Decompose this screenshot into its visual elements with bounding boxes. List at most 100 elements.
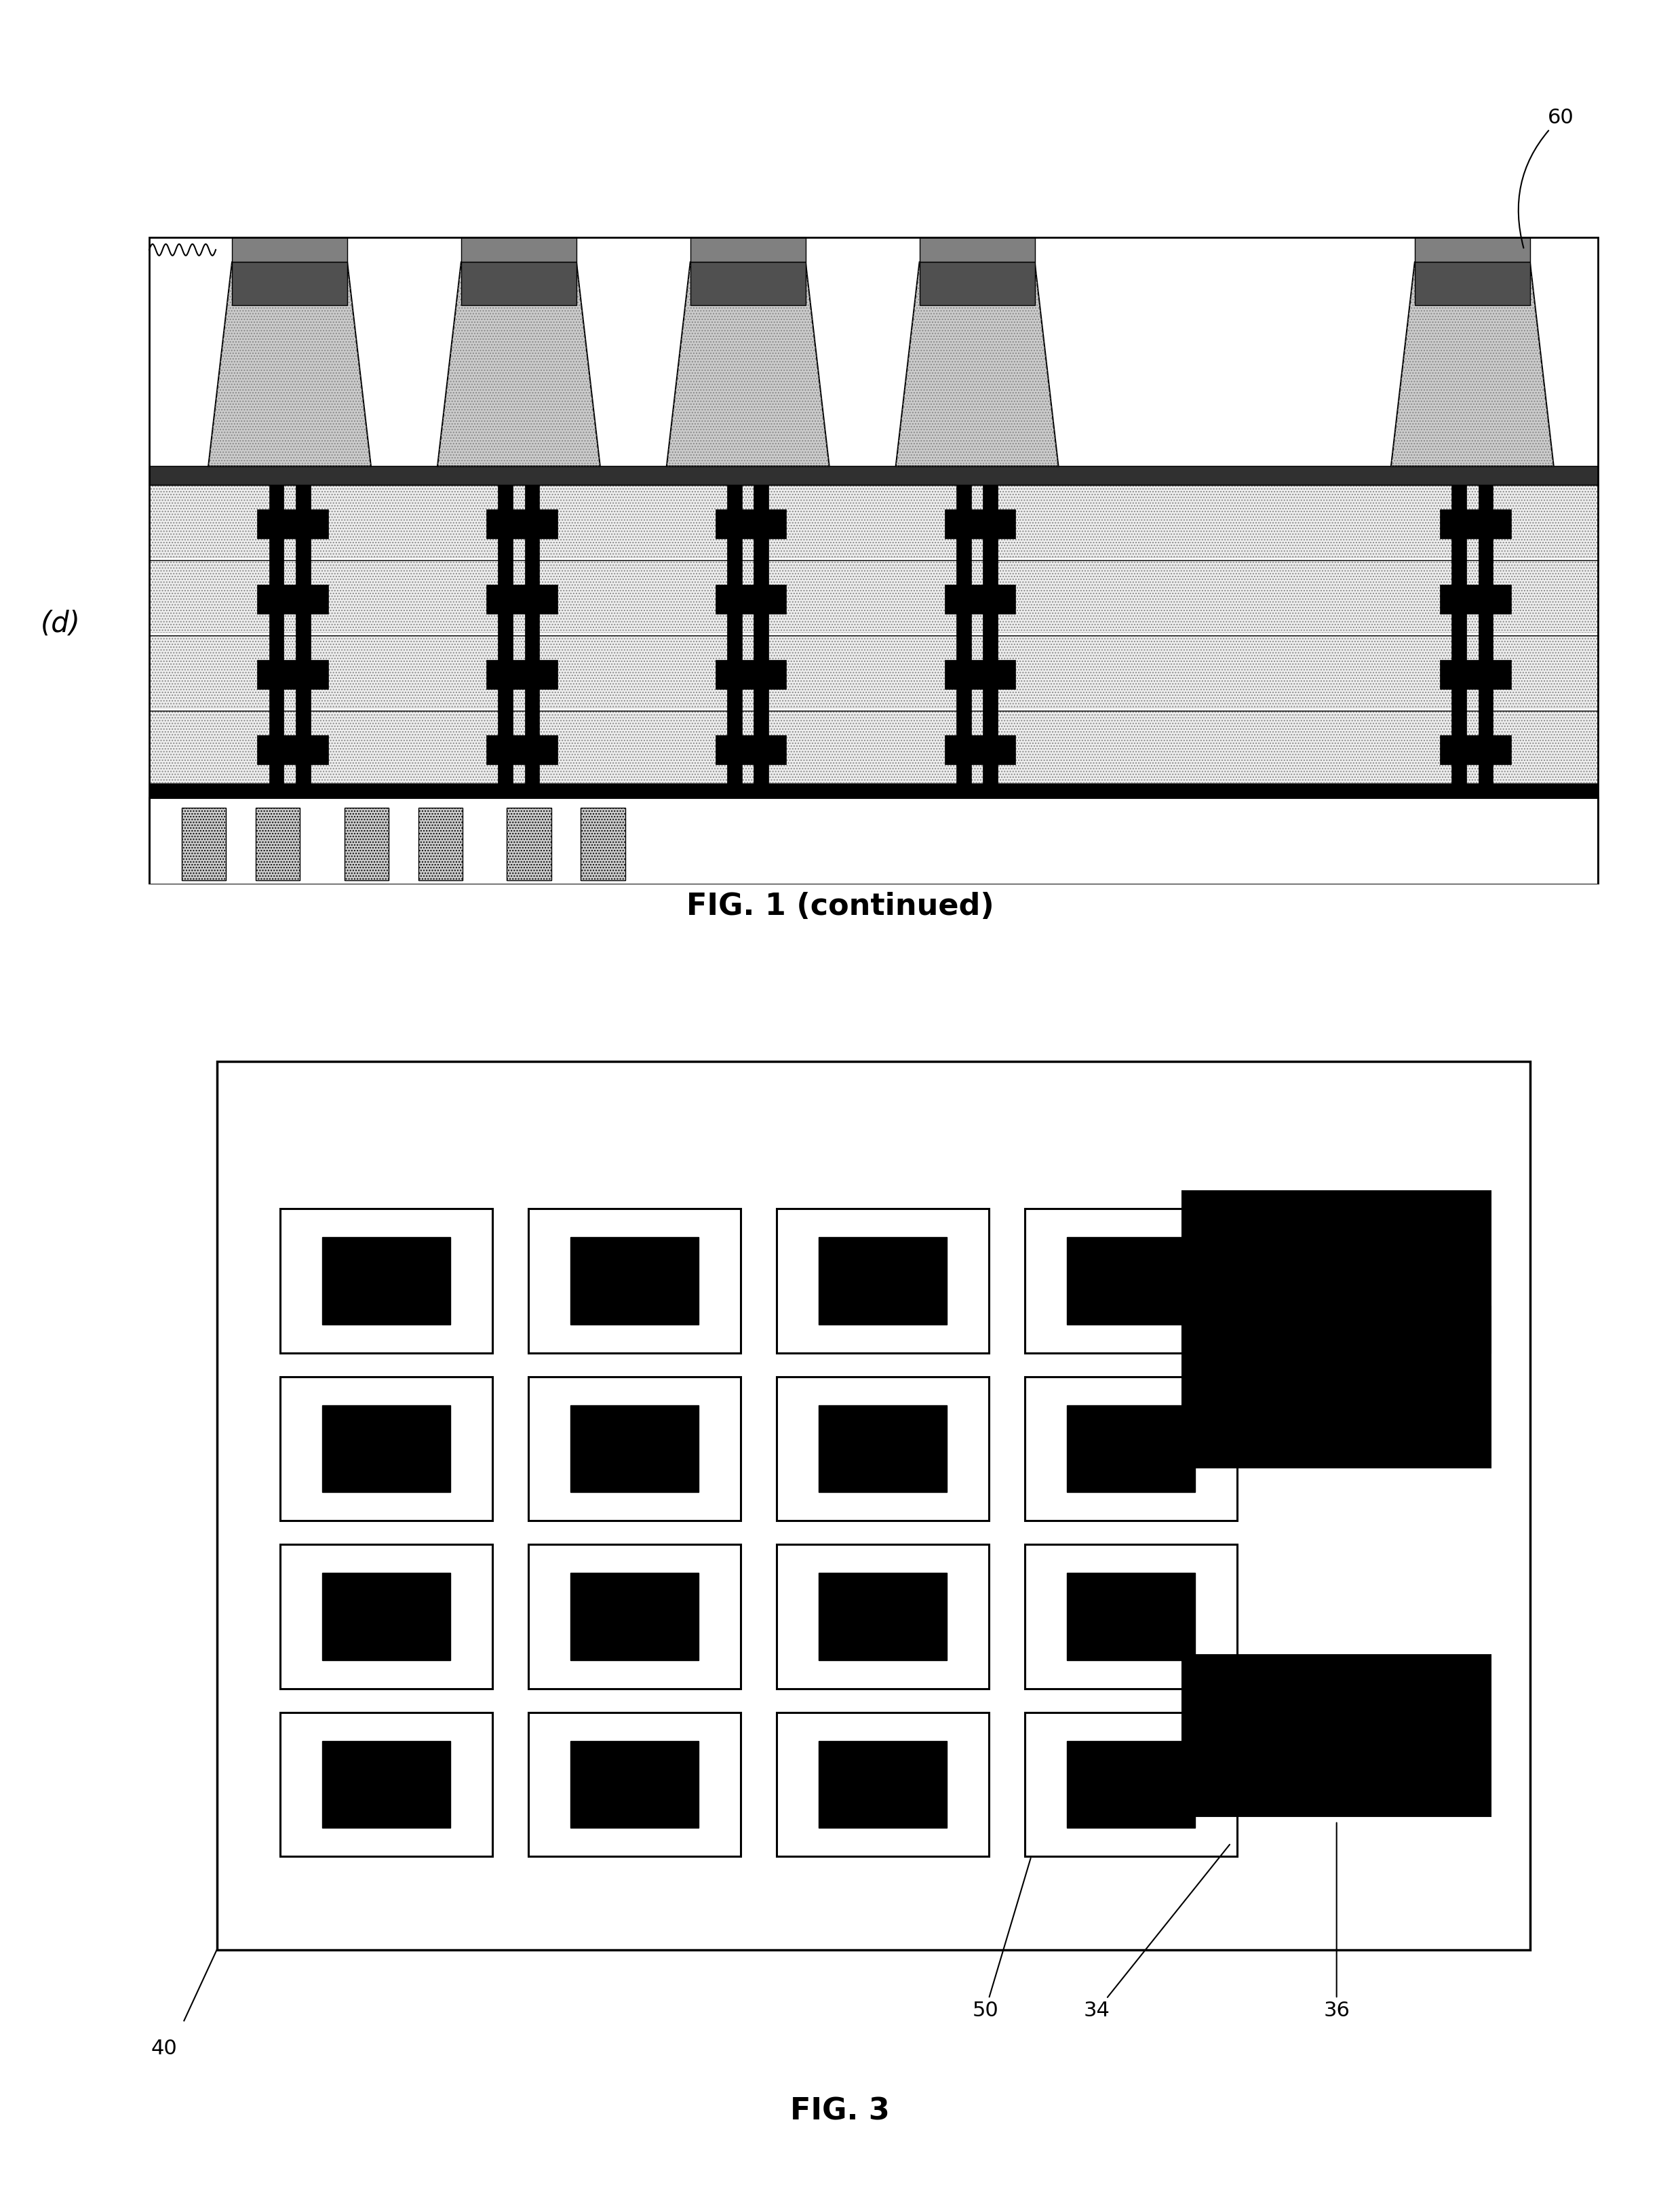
Bar <box>269 484 284 798</box>
Polygon shape <box>895 263 1058 467</box>
Bar <box>257 736 328 765</box>
Bar <box>232 237 348 263</box>
Polygon shape <box>437 263 600 467</box>
Bar <box>1183 1192 1490 1353</box>
Bar <box>323 1238 450 1324</box>
Bar <box>150 559 1598 632</box>
Polygon shape <box>1415 263 1530 305</box>
Bar <box>1025 1545 1238 1689</box>
Bar <box>570 1238 699 1324</box>
Bar <box>418 807 462 880</box>
Bar <box>150 237 1598 884</box>
Bar <box>344 807 388 880</box>
Bar <box>570 1572 699 1660</box>
Bar <box>323 1406 450 1492</box>
Bar <box>257 661 328 690</box>
Bar <box>150 484 1598 557</box>
Bar <box>1067 1572 1196 1660</box>
Polygon shape <box>667 263 830 467</box>
Polygon shape <box>919 263 1035 305</box>
Bar <box>716 661 786 690</box>
Bar <box>528 1377 741 1521</box>
Bar <box>460 237 576 263</box>
Text: 36: 36 <box>1324 1822 1349 2021</box>
Bar <box>181 807 227 880</box>
Bar <box>818 1572 948 1660</box>
Bar <box>281 1714 492 1857</box>
Bar <box>776 1209 990 1353</box>
Bar <box>150 798 1598 884</box>
Bar <box>1025 1714 1238 1857</box>
Bar <box>818 1238 948 1324</box>
Bar <box>497 484 512 798</box>
Bar <box>776 1714 990 1857</box>
Bar <box>1067 1238 1196 1324</box>
Bar <box>1183 1307 1490 1468</box>
Bar <box>1067 1740 1196 1828</box>
Polygon shape <box>460 263 576 305</box>
Bar <box>690 237 806 263</box>
Bar <box>486 586 558 615</box>
Bar <box>581 807 625 880</box>
Polygon shape <box>690 263 806 305</box>
Bar <box>944 586 1015 615</box>
Bar <box>528 1714 741 1857</box>
Bar <box>1183 1654 1490 1817</box>
Bar <box>944 509 1015 539</box>
Polygon shape <box>1391 263 1554 467</box>
Bar <box>150 635 1598 708</box>
Bar <box>150 559 1598 632</box>
Bar <box>257 586 328 615</box>
Text: 60: 60 <box>1519 108 1574 248</box>
Text: FIG. 3: FIG. 3 <box>790 2096 890 2127</box>
Bar <box>217 1061 1530 1950</box>
Bar <box>281 1377 492 1521</box>
Bar <box>528 1545 741 1689</box>
Bar <box>323 1572 450 1660</box>
Bar <box>776 1545 990 1689</box>
Bar <box>150 467 1598 484</box>
Bar <box>257 509 328 539</box>
Bar <box>570 1740 699 1828</box>
Polygon shape <box>232 263 348 305</box>
Bar <box>281 1545 492 1689</box>
Bar <box>1025 1209 1238 1353</box>
Bar <box>716 509 786 539</box>
Bar <box>727 484 743 798</box>
Bar <box>150 783 1598 798</box>
Bar <box>150 635 1598 708</box>
Bar <box>486 509 558 539</box>
Bar <box>956 484 971 798</box>
Bar <box>528 1209 741 1353</box>
Bar <box>281 1209 492 1353</box>
Bar <box>1067 1406 1196 1492</box>
Bar <box>524 484 539 798</box>
Bar <box>944 736 1015 765</box>
Bar <box>507 807 551 880</box>
Text: 34: 34 <box>1084 1844 1230 2021</box>
Text: 50: 50 <box>973 1857 1030 2021</box>
Bar <box>150 710 1598 783</box>
Bar <box>818 1406 948 1492</box>
Bar <box>1452 484 1467 798</box>
Bar <box>1440 661 1510 690</box>
Bar <box>983 484 998 798</box>
Text: 40: 40 <box>151 2039 178 2058</box>
Text: (d): (d) <box>40 610 81 639</box>
Bar <box>716 586 786 615</box>
Bar <box>944 661 1015 690</box>
Polygon shape <box>208 263 371 467</box>
Bar <box>255 807 301 880</box>
Bar <box>919 237 1035 263</box>
Bar <box>1440 586 1510 615</box>
Bar <box>716 736 786 765</box>
Bar <box>323 1740 450 1828</box>
Bar <box>1478 484 1494 798</box>
Bar <box>1415 237 1530 263</box>
Bar <box>754 484 769 798</box>
Bar <box>486 661 558 690</box>
Bar <box>1440 736 1510 765</box>
Bar <box>776 1377 990 1521</box>
Bar <box>486 736 558 765</box>
Bar <box>818 1740 948 1828</box>
